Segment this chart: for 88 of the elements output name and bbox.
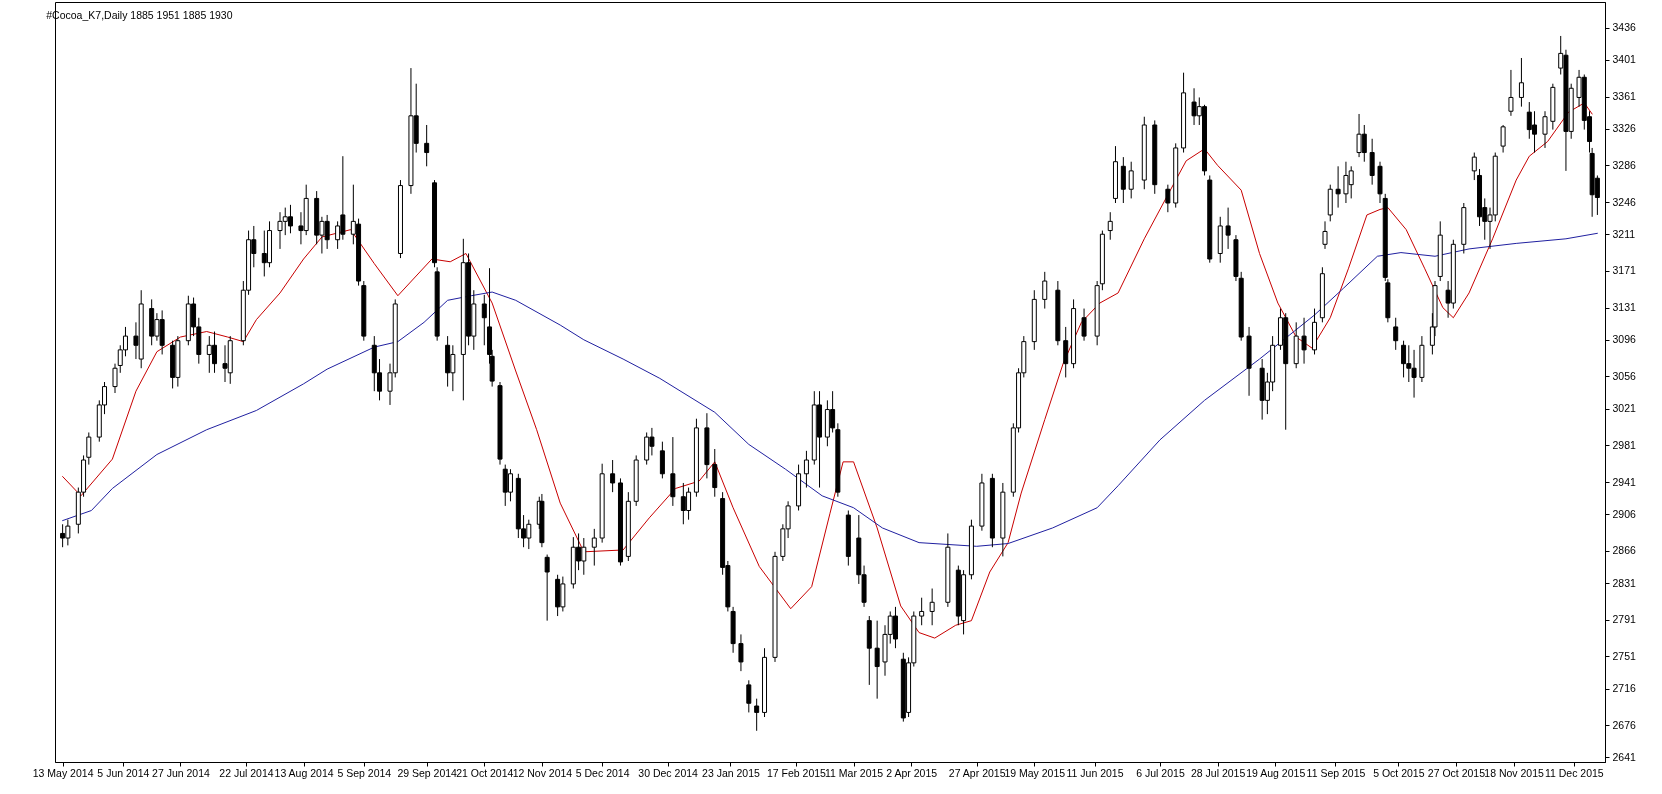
candlestick bbox=[1081, 308, 1087, 342]
x-tick-label: 2 Apr 2015 bbox=[886, 766, 938, 779]
x-tick-label: 11 Sep 2015 bbox=[1306, 766, 1366, 779]
candlestick bbox=[1500, 124, 1506, 154]
candlestick bbox=[610, 459, 616, 493]
candlestick bbox=[1542, 110, 1548, 149]
x-tick-label: 11 Jun 2015 bbox=[1066, 766, 1124, 779]
y-tick-label: 2831 bbox=[1612, 576, 1637, 589]
candlestick bbox=[507, 468, 513, 502]
y-tick-label: 2906 bbox=[1612, 507, 1637, 520]
y-tick-label: 3326 bbox=[1612, 122, 1637, 135]
candlestick bbox=[1225, 207, 1231, 250]
x-tick-label: 21 Oct 2014 bbox=[456, 766, 514, 779]
x-tick-label: 13 Aug 2014 bbox=[274, 766, 334, 779]
candlestick bbox=[738, 633, 744, 672]
y-tick-label: 3436 bbox=[1612, 21, 1637, 34]
x-tick-label: 13 May 2014 bbox=[32, 766, 94, 779]
candlestick bbox=[481, 294, 487, 346]
x-tick-label: 5 Oct 2015 bbox=[1373, 766, 1425, 779]
x-tick-label: 22 Jul 2014 bbox=[219, 766, 274, 779]
y-tick-label: 2866 bbox=[1612, 544, 1637, 557]
y-tick-label: 3286 bbox=[1612, 158, 1637, 171]
line-series bbox=[62, 232, 1598, 547]
x-tick-label: 6 Jul 2015 bbox=[1136, 766, 1185, 779]
candlestick bbox=[1120, 156, 1126, 204]
y-tick-label: 3021 bbox=[1612, 402, 1637, 415]
candlestick bbox=[712, 448, 718, 498]
x-tick-label: 27 Oct 2015 bbox=[1427, 766, 1486, 779]
candlestick bbox=[754, 698, 760, 732]
y-tick-label: 3131 bbox=[1612, 301, 1637, 314]
candlestick bbox=[591, 528, 597, 567]
candlestick bbox=[287, 204, 293, 234]
x-tick-label: 5 Jun 2014 bbox=[97, 766, 150, 779]
candlestick bbox=[1107, 211, 1113, 241]
candlestick bbox=[874, 620, 880, 700]
x-tick-label: 5 Sep 2014 bbox=[337, 766, 392, 779]
y-tick-label: 3211 bbox=[1612, 227, 1636, 240]
x-tick-label: 30 Dec 2014 bbox=[638, 766, 699, 779]
candlestick bbox=[112, 363, 118, 394]
candlestick bbox=[1518, 57, 1524, 108]
candlestick bbox=[929, 588, 935, 626]
candlestick bbox=[86, 431, 92, 466]
candlestick bbox=[1322, 220, 1328, 250]
x-tick-label: 18 Nov 2015 bbox=[1484, 766, 1544, 779]
candlestick bbox=[1165, 184, 1171, 213]
x-tick-label: 17 Feb 2015 bbox=[766, 766, 827, 779]
y-tick-label: 3401 bbox=[1612, 53, 1637, 66]
candlestick bbox=[919, 597, 925, 626]
candlestick bbox=[1508, 69, 1514, 117]
x-tick-label: 5 Dec 2014 bbox=[575, 766, 630, 779]
y-tick-label: 2941 bbox=[1612, 475, 1637, 488]
candlestick bbox=[1042, 271, 1048, 310]
x-tick-label: 29 Sep 2014 bbox=[397, 766, 458, 779]
candlestick bbox=[1301, 317, 1307, 365]
candlestick bbox=[1369, 138, 1375, 186]
x-tick-label: 11 Dec 2015 bbox=[1544, 766, 1604, 779]
candlestick bbox=[659, 441, 665, 479]
x-tick-label: 27 Jun 2014 bbox=[152, 766, 211, 779]
candlestick bbox=[544, 554, 550, 622]
y-tick-label: 2791 bbox=[1612, 613, 1637, 626]
y-tick-label: 3246 bbox=[1612, 195, 1637, 208]
candlestick bbox=[892, 606, 898, 649]
y-tick-label: 3361 bbox=[1612, 90, 1637, 103]
y-tick-label: 3096 bbox=[1612, 333, 1637, 346]
candlestick bbox=[1401, 340, 1407, 378]
y-tick-label: 2676 bbox=[1612, 718, 1637, 731]
candlestick bbox=[670, 436, 676, 507]
candlestick bbox=[1128, 161, 1134, 199]
x-tick-label: 28 Jul 2015 bbox=[1190, 766, 1246, 779]
candlestick bbox=[746, 679, 752, 713]
y-tick-label: 3171 bbox=[1612, 264, 1637, 277]
line-series bbox=[62, 102, 1593, 639]
candlestick bbox=[803, 450, 809, 489]
x-tick-label: 19 Aug 2015 bbox=[1246, 766, 1306, 779]
y-tick-label: 2641 bbox=[1612, 750, 1637, 763]
x-tick-label: 12 Nov 2014 bbox=[512, 766, 573, 779]
x-tick-label: 19 May 2015 bbox=[1004, 766, 1066, 779]
candlestick bbox=[424, 124, 430, 167]
candlestick bbox=[1393, 317, 1399, 351]
x-tick-label: 27 Apr 2015 bbox=[948, 766, 1006, 779]
y-tick-label: 2716 bbox=[1612, 682, 1637, 695]
candlestick bbox=[1471, 152, 1477, 181]
x-tick-label: 23 Jan 2015 bbox=[702, 766, 761, 779]
y-tick-label: 3056 bbox=[1612, 369, 1637, 382]
candlestick bbox=[1063, 326, 1069, 378]
y-tick-label: 2981 bbox=[1612, 438, 1637, 451]
y-tick-label: 2751 bbox=[1612, 649, 1637, 662]
candlestick bbox=[1335, 165, 1341, 209]
